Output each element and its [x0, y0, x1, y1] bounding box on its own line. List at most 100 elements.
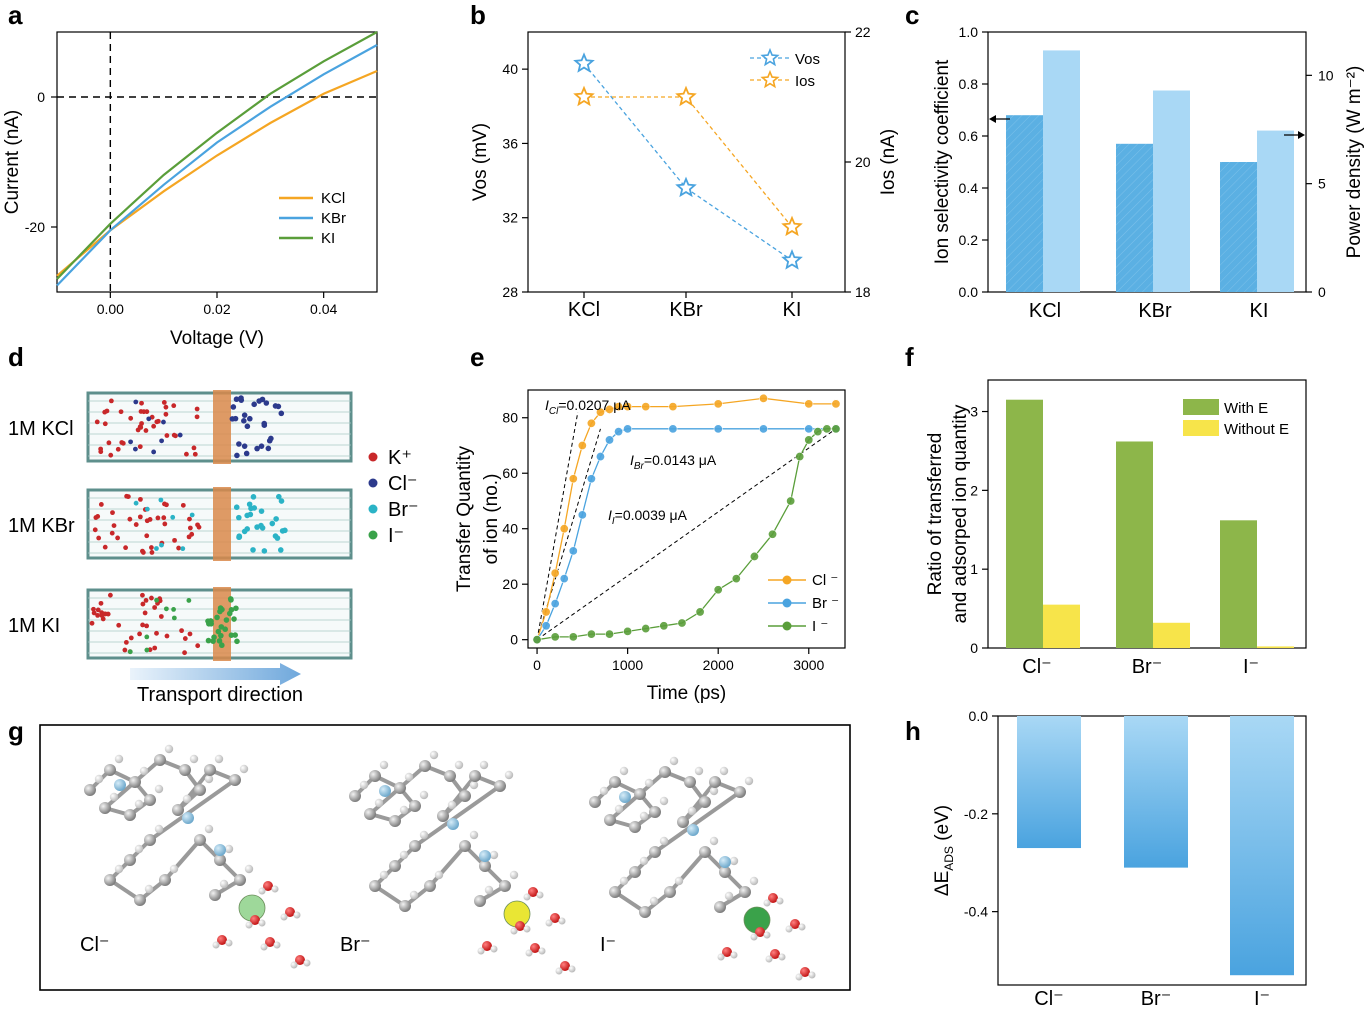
- k-ion: [99, 601, 104, 606]
- legend-dot: [369, 531, 378, 540]
- k-ion: [127, 517, 132, 522]
- carbon-atom: [399, 900, 411, 912]
- y-tick-label: 28: [502, 284, 518, 300]
- data-point-I ⁻: [823, 425, 831, 433]
- data-point-I ⁻: [623, 627, 631, 635]
- hydrogen-atom: [537, 892, 544, 899]
- data-point-Br ⁻: [605, 436, 613, 444]
- carbon-atom: [634, 788, 646, 800]
- annotation-value: =0.0039 μA: [615, 507, 688, 523]
- anion-ion: [234, 504, 240, 510]
- carbon-atom: [629, 821, 641, 833]
- hydrogen-atom: [274, 942, 281, 949]
- x-tick-label: KI: [1250, 300, 1269, 322]
- data-point-Cl ⁻: [669, 402, 677, 410]
- hydrogen-atom: [786, 926, 793, 933]
- hydrogen-atom: [751, 934, 758, 941]
- anion-ion: [151, 450, 156, 455]
- anion-ion: [161, 420, 166, 425]
- annotation-value: =0.0143 μA: [644, 452, 717, 468]
- legend-label: Cl⁻: [388, 473, 417, 495]
- carbon-atom: [649, 846, 661, 858]
- data-point-Br ⁻: [587, 475, 595, 483]
- data-point-I ⁻: [768, 530, 776, 538]
- carbon-atom: [172, 804, 184, 816]
- data-point-Vos: [575, 55, 592, 71]
- hydrogen-atom: [505, 771, 513, 779]
- anion-ion: [234, 639, 240, 645]
- x-tick-label: 0.02: [203, 301, 230, 317]
- y-tick-label: 1.0: [959, 24, 979, 40]
- hydrogen-atom: [809, 972, 816, 979]
- anion-ion: [164, 606, 169, 611]
- anion-ion: [276, 494, 282, 500]
- y-tick-label: 3: [970, 404, 978, 420]
- hydrogen-atom: [730, 857, 738, 865]
- k-ion: [165, 634, 170, 639]
- hydrogen-atom: [155, 785, 163, 793]
- data-point-Ios: [677, 88, 694, 104]
- hydrogen-atom: [246, 922, 253, 929]
- hydrogen-atom: [259, 920, 266, 927]
- k-ion: [103, 545, 108, 550]
- k-ion: [143, 611, 148, 616]
- panel-label-g: g: [8, 716, 24, 746]
- y-tick-label: -0.2: [964, 806, 988, 822]
- hydrogen-atom: [660, 797, 668, 805]
- hydrogen-atom: [710, 787, 718, 795]
- anion-ion: [144, 648, 149, 653]
- k-ion: [126, 494, 131, 499]
- carbon-atom: [369, 770, 381, 782]
- legend-label-With E: With E: [1224, 400, 1268, 417]
- anion-ion: [171, 607, 176, 612]
- carbon-atom: [444, 770, 456, 782]
- anion-ion: [266, 446, 272, 452]
- k-ion: [116, 447, 121, 452]
- legend-swatch-With E: [1183, 399, 1219, 415]
- bar-Power density: [1257, 131, 1294, 292]
- legend-label: K⁺: [388, 447, 412, 469]
- hydrogen-atom: [380, 871, 388, 879]
- anion-ion: [144, 635, 149, 640]
- anion-ion: [224, 617, 230, 623]
- data-point-Cl ⁻: [569, 475, 577, 483]
- panel-f-chart: Cl⁻Br⁻I⁻0123Ratio of transferredand adso…: [925, 380, 1306, 678]
- carbon-atom: [234, 874, 246, 886]
- carbon-atom: [459, 790, 471, 802]
- anion-ion: [242, 412, 248, 418]
- row-label: 1M KCl: [8, 418, 74, 440]
- hydrogen-atom: [640, 857, 648, 865]
- hydrogen-atom: [777, 898, 784, 905]
- data-point-Br ⁻: [596, 452, 604, 460]
- k-ion: [172, 538, 177, 543]
- x-tick-label: 0.04: [310, 301, 337, 317]
- anion-ion: [242, 443, 248, 449]
- hydrogen-atom: [95, 775, 103, 783]
- nitrogen-atom: [214, 844, 226, 856]
- hydrogen-atom: [539, 948, 546, 955]
- k-ion: [152, 605, 157, 610]
- panel-h-chart: Cl⁻Br⁻I⁻0.0-0.2-0.4ΔEADS (eV): [932, 708, 1306, 1010]
- k-ion: [161, 515, 166, 520]
- carbon-atom: [104, 764, 116, 776]
- y-tick-label: 0.4: [959, 180, 979, 196]
- k-ion: [115, 536, 120, 541]
- k-ion: [149, 596, 154, 601]
- carbon-atom: [419, 760, 431, 772]
- y2-axis-label: Power density (W m⁻²): [1344, 66, 1365, 259]
- y-tick-label: 2: [970, 482, 978, 498]
- k-ion: [195, 522, 200, 527]
- hydrogen-atom: [470, 831, 478, 839]
- hydrogen-atom: [600, 787, 608, 795]
- y-tick-label: 1: [970, 561, 978, 577]
- anion-ion: [262, 548, 268, 554]
- hydrogen-atom: [764, 932, 771, 939]
- hydrogen-atom: [745, 777, 753, 785]
- y-tick-label: 0.8: [959, 76, 979, 92]
- hydrogen-atom: [145, 885, 153, 893]
- y-axis-label: Ion selectivity coefficient: [932, 59, 953, 264]
- k-ion: [151, 424, 156, 429]
- k-ion: [188, 632, 193, 637]
- right-axis-arrowhead: [1298, 131, 1305, 139]
- y-tick-label: 0: [37, 89, 45, 105]
